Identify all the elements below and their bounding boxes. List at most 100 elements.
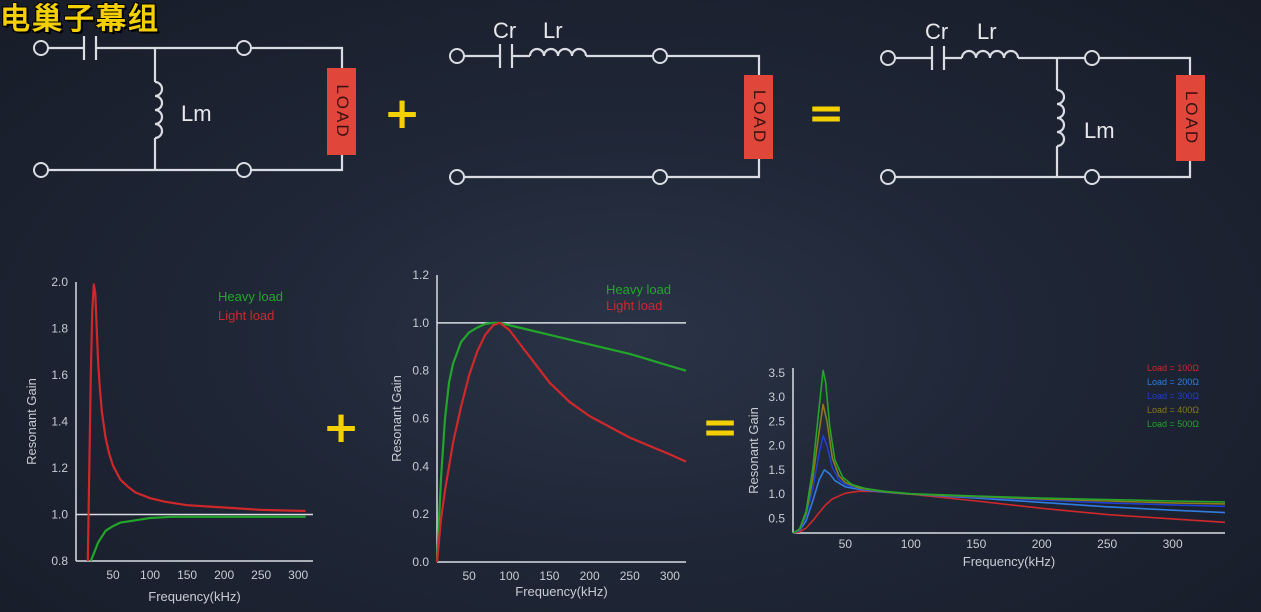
watermark-logo: 电巢子幕组 (0, 2, 160, 37)
equals-operator-top: = (808, 88, 845, 139)
y-tick-label: 1.4 (51, 415, 68, 429)
legend-entry: Load = 500Ω (1147, 419, 1199, 429)
terminal-bottom-left (33, 162, 49, 178)
lm-inductor-symbol (1056, 88, 1066, 148)
load-box (744, 75, 773, 159)
legend-entry: Heavy load (218, 289, 283, 304)
legend-entry: Light load (606, 298, 662, 313)
load-label: LOAD (1182, 91, 1201, 145)
series-line (792, 469, 1226, 534)
legend-entry: Heavy load (606, 282, 671, 297)
terminal-top-left (449, 48, 465, 64)
x-tick-label: 200 (214, 568, 234, 582)
terminal-bottom-left (880, 169, 896, 185)
x-tick-label: 50 (106, 568, 120, 582)
y-tick-label: 0.2 (412, 507, 429, 521)
lr-label: Lr (977, 19, 997, 44)
plus-operator-top: + (384, 88, 421, 139)
bottom-wire (48, 155, 344, 172)
legend-entry: Load = 400Ω (1147, 405, 1199, 415)
chart-series-tank-gain: 0.0 0.2 0.4 0.6 0.8 1.0 1.2 50 100 150 200 250 300 Fr… (389, 268, 687, 599)
terminal-top-right (652, 48, 668, 64)
capacitor-symbol (930, 46, 946, 70)
legend-entry: Load = 200Ω (1147, 377, 1199, 387)
lr-inductor-symbol (960, 49, 1020, 59)
capacitor-symbol (82, 36, 98, 60)
series-line (89, 515, 306, 562)
y-axis-title: Resonant Gain (746, 407, 761, 494)
x-axis-title: Frequency(kHz) (963, 554, 1055, 569)
y-tick-label: 0.5 (768, 511, 785, 525)
x-tick-label: 150 (539, 569, 559, 583)
x-tick-label: 100 (140, 568, 160, 582)
x-axis-title: Frequency(kHz) (515, 584, 607, 599)
x-tick-label: 100 (901, 537, 921, 551)
terminal-top-right (236, 40, 252, 56)
terminal-top-left (33, 40, 49, 56)
lm-inductor-symbol (154, 80, 164, 140)
x-tick-label: 300 (1163, 537, 1183, 551)
lm-label: Lm (181, 101, 212, 126)
capacitor-symbol (498, 44, 514, 68)
series-line (792, 435, 1226, 534)
x-tick-label: 200 (1032, 537, 1052, 551)
chart-magnetizing-gain: 0.8 1.0 1.2 1.4 1.6 1.8 2.0 50 100 150 200 250 300 Fr… (24, 275, 313, 604)
y-tick-label: 1.0 (768, 487, 785, 501)
x-tick-label: 300 (288, 568, 308, 582)
terminal-bottom-left (449, 169, 465, 185)
y-tick-label: 1.6 (51, 368, 68, 382)
y-tick-label: 1.8 (51, 322, 68, 336)
x-tick-label: 50 (462, 569, 476, 583)
y-tick-label: 1.0 (412, 316, 429, 330)
series-line (86, 283, 306, 562)
y-axis-title: Resonant Gain (24, 378, 39, 465)
x-tick-label: 150 (177, 568, 197, 582)
x-tick-label: 200 (580, 569, 600, 583)
equals-operator-bottom: = (702, 402, 739, 453)
x-tick-label: 250 (620, 569, 640, 583)
circuit-left: Lm LOAD (33, 36, 356, 178)
lr-label: Lr (543, 18, 563, 43)
lm-label: Lm (1084, 118, 1115, 143)
y-tick-label: 0.8 (51, 554, 68, 568)
series-line (435, 321, 687, 563)
load-box (327, 68, 356, 155)
top-wire (464, 54, 761, 75)
x-tick-label: 250 (1097, 537, 1117, 551)
y-tick-label: 3.0 (768, 390, 785, 404)
circuit-middle: Cr Lr LOAD (449, 18, 773, 185)
series-line (435, 321, 687, 563)
series-line (792, 369, 1226, 534)
cr-label: Cr (493, 18, 516, 43)
cr-label: Cr (925, 19, 948, 44)
terminal-bottom-right (236, 162, 252, 178)
x-tick-label: 100 (499, 569, 519, 583)
series-line (792, 490, 1226, 534)
bottom-wire (895, 161, 1192, 179)
terminal-bottom-right (1084, 169, 1100, 185)
y-tick-label: 3.5 (768, 366, 785, 380)
lr-inductor-symbol (528, 47, 588, 57)
y-tick-label: 1.2 (51, 461, 68, 475)
y-tick-label: 2.0 (768, 439, 785, 453)
x-tick-label: 50 (839, 537, 853, 551)
y-tick-label: 0.6 (412, 412, 429, 426)
terminal-top-right (1084, 50, 1100, 66)
load-label: LOAD (333, 84, 352, 138)
bottom-wire (464, 159, 761, 179)
x-tick-label: 300 (660, 569, 680, 583)
x-tick-label: 250 (251, 568, 271, 582)
terminal-bottom-right (652, 169, 668, 185)
y-axis-title: Resonant Gain (389, 375, 404, 462)
legend-entry: Load = 300Ω (1147, 391, 1199, 401)
circuit-right: Cr Lr Lm LOAD (880, 19, 1205, 185)
load-box (1176, 75, 1205, 161)
legend-entry: Light load (218, 308, 274, 323)
x-axis-title: Frequency(kHz) (148, 589, 240, 604)
y-tick-label: 1.2 (412, 268, 429, 282)
y-tick-label: 0.8 (412, 364, 429, 378)
y-tick-label: 2.0 (51, 275, 68, 289)
chart-llc-gain: 0.5 1.0 1.5 2.0 2.5 3.0 3.5 50 100 150 200 250 300 Fr… (746, 363, 1226, 569)
top-wire (48, 46, 344, 68)
